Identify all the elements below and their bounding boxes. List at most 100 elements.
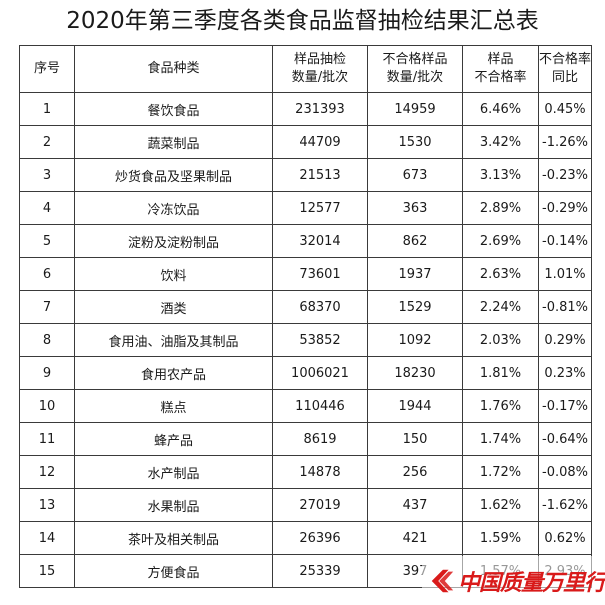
cell-rate: 1.62% [462, 488, 539, 522]
cell-unqualified: 150 [367, 422, 463, 456]
cell-category: 水果制品 [74, 488, 273, 522]
header-yoy-line2: 同比 [551, 70, 578, 85]
header-rate: 样品 不合格率 [462, 45, 539, 93]
cell-seq: 4 [19, 191, 75, 225]
cell-yoy: -0.64% [538, 422, 592, 456]
header-unqualified: 不合格样品 数量/批次 [367, 45, 463, 93]
cell-samples: 27019 [272, 488, 368, 522]
cell-seq: 9 [19, 356, 75, 390]
cell-yoy: 0.62% [538, 521, 592, 555]
table-row: 6 饮料 73601 1937 2.63% 1.01% [19, 257, 592, 291]
cell-unqualified: 437 [367, 488, 463, 522]
table-row: 5 淀粉及淀粉制品 32014 862 2.69% -0.14% [19, 224, 592, 258]
cell-category: 蜂产品 [74, 422, 273, 456]
cell-unqualified: 14959 [367, 92, 463, 126]
header-yoy-line1: 不合格率 [539, 52, 592, 67]
header-samples: 样品抽检 数量/批次 [272, 45, 368, 93]
table-row: 13 水果制品 27019 437 1.62% -1.62% [19, 488, 592, 522]
header-seq-label: 序号 [33, 61, 60, 76]
cell-unqualified: 1937 [367, 257, 463, 291]
table-row: 9 食用农产品 1006021 18230 1.81% 0.23% [19, 356, 592, 390]
header-seq: 序号 [19, 45, 75, 93]
cell-rate: 3.13% [462, 158, 539, 192]
table-row: 12 水产制品 14878 256 1.72% -0.08% [19, 455, 592, 489]
cell-samples: 25339 [272, 554, 368, 588]
cell-samples: 14878 [272, 455, 368, 489]
cell-seq: 14 [19, 521, 75, 555]
cell-seq: 2 [19, 125, 75, 159]
inspection-summary-table: 序号 食品种类 样品抽检 数量/批次 不合格样品 数量/批次 样品 不合格率 不… [19, 45, 592, 588]
cell-category: 方便食品 [74, 554, 273, 588]
cell-seq: 15 [19, 554, 75, 588]
table-row: 2 蔬菜制品 44709 1530 3.42% -1.26% [19, 125, 592, 159]
cell-yoy: 0.29% [538, 323, 592, 357]
cell-samples: 12577 [272, 191, 368, 225]
cell-samples: 110446 [272, 389, 368, 423]
cell-seq: 13 [19, 488, 75, 522]
cell-seq: 12 [19, 455, 75, 489]
cell-samples: 32014 [272, 224, 368, 258]
header-samples-line2: 数量/批次 [291, 70, 349, 85]
header-category-label: 食品种类 [147, 61, 200, 76]
cell-rate: 2.63% [462, 257, 539, 291]
watermark: 中国质量万里行 [422, 556, 605, 605]
cell-yoy: -0.81% [538, 290, 592, 324]
header-unqualified-line2: 数量/批次 [386, 70, 444, 85]
table-row: 1 餐饮食品 231393 14959 6.46% 0.45% [19, 92, 592, 126]
cell-unqualified: 1092 [367, 323, 463, 357]
table-header-row: 序号 食品种类 样品抽检 数量/批次 不合格样品 数量/批次 样品 不合格率 不… [19, 45, 592, 93]
cell-category: 餐饮食品 [74, 92, 273, 126]
table-row: 3 炒货食品及坚果制品 21513 673 3.13% -0.23% [19, 158, 592, 192]
cell-yoy: 0.45% [538, 92, 592, 126]
cell-unqualified: 363 [367, 191, 463, 225]
table-row: 14 茶叶及相关制品 26396 421 1.59% 0.62% [19, 521, 592, 555]
cell-category: 冷冻饮品 [74, 191, 273, 225]
watermark-text: 中国质量万里行 [457, 569, 605, 596]
cell-category: 蔬菜制品 [74, 125, 273, 159]
cell-rate: 1.59% [462, 521, 539, 555]
cell-rate: 2.69% [462, 224, 539, 258]
cell-seq: 8 [19, 323, 75, 357]
cell-samples: 53852 [272, 323, 368, 357]
cell-samples: 1006021 [272, 356, 368, 390]
cell-samples: 68370 [272, 290, 368, 324]
cell-seq: 1 [19, 92, 75, 126]
cell-rate: 3.42% [462, 125, 539, 159]
cell-category: 食用油、油脂及其制品 [74, 323, 273, 357]
cell-rate: 6.46% [462, 92, 539, 126]
header-category: 食品种类 [74, 45, 273, 93]
cell-unqualified: 1529 [367, 290, 463, 324]
cell-unqualified: 1944 [367, 389, 463, 423]
cell-yoy: -0.17% [538, 389, 592, 423]
cell-unqualified: 18230 [367, 356, 463, 390]
header-rate-line2: 不合格率 [474, 70, 527, 85]
cell-seq: 6 [19, 257, 75, 291]
cell-rate: 1.72% [462, 455, 539, 489]
cell-unqualified: 1530 [367, 125, 463, 159]
cell-yoy: -1.26% [538, 125, 592, 159]
cell-samples: 21513 [272, 158, 368, 192]
cell-samples: 44709 [272, 125, 368, 159]
table-row: 7 酒类 68370 1529 2.24% -0.81% [19, 290, 592, 324]
cell-samples: 8619 [272, 422, 368, 456]
cell-samples: 26396 [272, 521, 368, 555]
page-title: 2020年第三季度各类食品监督抽检结果汇总表 [66, 8, 539, 34]
cell-unqualified: 673 [367, 158, 463, 192]
table-body: 1 餐饮食品 231393 14959 6.46% 0.45% 2 蔬菜制品 44709 1530… [19, 92, 592, 588]
header-rate-line1: 样品 [487, 52, 514, 67]
cell-category: 食用农产品 [74, 356, 273, 390]
table-row: 10 糕点 110446 1944 1.76% -0.17% [19, 389, 592, 423]
red-chevron-logo-icon [431, 569, 454, 592]
header-yoy: 不合格率 同比 [538, 45, 592, 93]
cell-yoy: -0.08% [538, 455, 592, 489]
cell-category: 炒货食品及坚果制品 [74, 158, 273, 192]
cell-unqualified: 421 [367, 521, 463, 555]
cell-rate: 2.24% [462, 290, 539, 324]
cell-yoy: -0.23% [538, 158, 592, 192]
cell-category: 酒类 [74, 290, 273, 324]
cell-category: 淀粉及淀粉制品 [74, 224, 273, 258]
cell-seq: 11 [19, 422, 75, 456]
cell-yoy: 1.01% [538, 257, 592, 291]
cell-yoy: 0.23% [538, 356, 592, 390]
cell-seq: 5 [19, 224, 75, 258]
